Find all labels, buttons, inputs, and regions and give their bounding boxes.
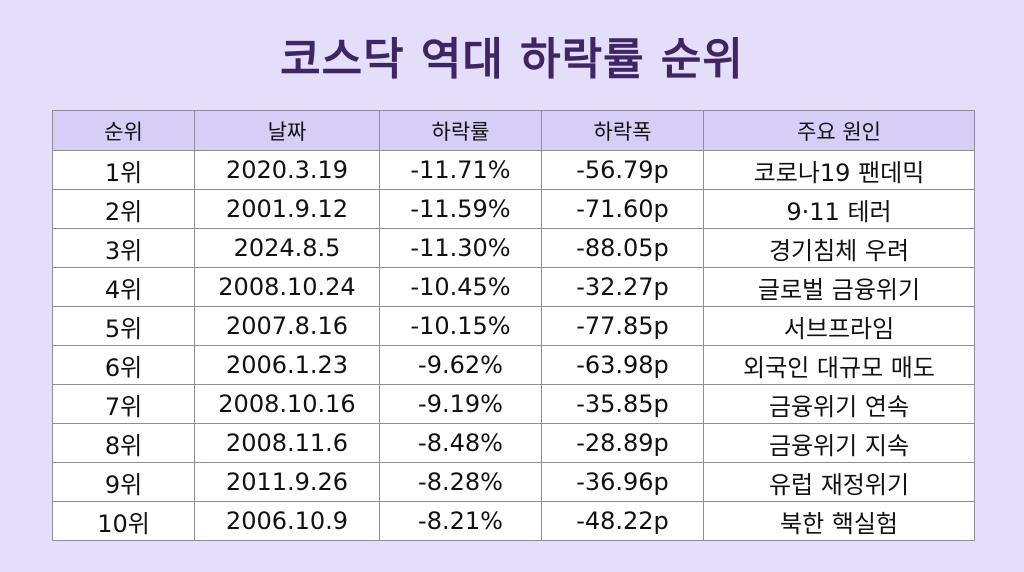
main-cause-cell: 북한 핵실험 bbox=[703, 501, 975, 541]
decline-points-cell: -71.60p bbox=[541, 189, 704, 229]
table-row: 8위 2008.11.6 -8.48% -28.89p 금융위기 지속 bbox=[52, 423, 975, 463]
table-row: 10위 2006.10.9 -8.21% -48.22p 북한 핵실험 bbox=[52, 501, 975, 541]
column-header-main-cause: 주요 원인 bbox=[703, 110, 975, 151]
ranking-table: 순위 날짜 하락률 하락폭 주요 원인 1위 2020.3.19 -11.71%… bbox=[52, 110, 975, 541]
date-cell: 2011.9.26 bbox=[194, 462, 380, 502]
decline-points-cell: -36.96p bbox=[541, 462, 704, 502]
date-cell: 2020.3.19 bbox=[194, 150, 380, 190]
column-header-decline-rate: 하락률 bbox=[379, 110, 542, 151]
decline-points-cell: -88.05p bbox=[541, 228, 704, 268]
decline-points-cell: -32.27p bbox=[541, 267, 704, 307]
decline-rate-cell: -11.30% bbox=[379, 228, 542, 268]
decline-rate-cell: -11.59% bbox=[379, 189, 542, 229]
date-cell: 2008.10.24 bbox=[194, 267, 380, 307]
main-cause-cell: 9·11 테러 bbox=[703, 189, 975, 229]
decline-rate-cell: -10.45% bbox=[379, 267, 542, 307]
table-row: 7위 2008.10.16 -9.19% -35.85p 금융위기 연속 bbox=[52, 384, 975, 424]
main-cause-cell: 코로나19 팬데믹 bbox=[703, 150, 975, 190]
decline-points-cell: -77.85p bbox=[541, 306, 704, 346]
main-cause-cell: 서브프라임 bbox=[703, 306, 975, 346]
table-row: 3위 2024.8.5 -11.30% -88.05p 경기침체 우려 bbox=[52, 228, 975, 268]
decline-points-cell: -28.89p bbox=[541, 423, 704, 463]
date-cell: 2024.8.5 bbox=[194, 228, 380, 268]
date-cell: 2007.8.16 bbox=[194, 306, 380, 346]
rank-cell: 8위 bbox=[52, 423, 195, 463]
decline-rate-cell: -9.19% bbox=[379, 384, 542, 424]
main-cause-cell: 글로벌 금융위기 bbox=[703, 267, 975, 307]
date-cell: 2006.10.9 bbox=[194, 501, 380, 541]
rank-cell: 10위 bbox=[52, 501, 195, 541]
date-cell: 2006.1.23 bbox=[194, 345, 380, 385]
decline-rate-cell: -8.48% bbox=[379, 423, 542, 463]
decline-points-cell: -56.79p bbox=[541, 150, 704, 190]
decline-rate-cell: -9.62% bbox=[379, 345, 542, 385]
main-cause-cell: 금융위기 지속 bbox=[703, 423, 975, 463]
rank-cell: 9위 bbox=[52, 462, 195, 502]
rank-cell: 3위 bbox=[52, 228, 195, 268]
date-cell: 2008.11.6 bbox=[194, 423, 380, 463]
main-cause-cell: 금융위기 연속 bbox=[703, 384, 975, 424]
rank-cell: 5위 bbox=[52, 306, 195, 346]
decline-points-cell: -35.85p bbox=[541, 384, 704, 424]
column-header-date: 날짜 bbox=[194, 110, 380, 151]
table-row: 2위 2001.9.12 -11.59% -71.60p 9·11 테러 bbox=[52, 189, 975, 229]
rank-cell: 2위 bbox=[52, 189, 195, 229]
decline-rate-cell: -10.15% bbox=[379, 306, 542, 346]
column-header-rank: 순위 bbox=[52, 110, 195, 151]
rank-cell: 6위 bbox=[52, 345, 195, 385]
decline-rate-cell: -8.21% bbox=[379, 501, 542, 541]
rank-cell: 7위 bbox=[52, 384, 195, 424]
date-cell: 2001.9.12 bbox=[194, 189, 380, 229]
table-row: 9위 2011.9.26 -8.28% -36.96p 유럽 재정위기 bbox=[52, 462, 975, 502]
date-cell: 2008.10.16 bbox=[194, 384, 380, 424]
table-row: 1위 2020.3.19 -11.71% -56.79p 코로나19 팬데믹 bbox=[52, 150, 975, 190]
decline-points-cell: -48.22p bbox=[541, 501, 704, 541]
rank-cell: 4위 bbox=[52, 267, 195, 307]
column-header-decline-points: 하락폭 bbox=[541, 110, 704, 151]
main-cause-cell: 유럽 재정위기 bbox=[703, 462, 975, 502]
rank-cell: 1위 bbox=[52, 150, 195, 190]
decline-rate-cell: -8.28% bbox=[379, 462, 542, 502]
table-row: 6위 2006.1.23 -9.62% -63.98p 외국인 대규모 매도 bbox=[52, 345, 975, 385]
main-cause-cell: 경기침체 우려 bbox=[703, 228, 975, 268]
decline-rate-cell: -11.71% bbox=[379, 150, 542, 190]
page-title: 코스닥 역대 하락률 순위 bbox=[280, 34, 744, 85]
table-header-row: 순위 날짜 하락률 하락폭 주요 원인 bbox=[52, 110, 975, 151]
table-row: 4위 2008.10.24 -10.45% -32.27p 글로벌 금융위기 bbox=[52, 267, 975, 307]
main-cause-cell: 외국인 대규모 매도 bbox=[703, 345, 975, 385]
decline-points-cell: -63.98p bbox=[541, 345, 704, 385]
table-row: 5위 2007.8.16 -10.15% -77.85p 서브프라임 bbox=[52, 306, 975, 346]
